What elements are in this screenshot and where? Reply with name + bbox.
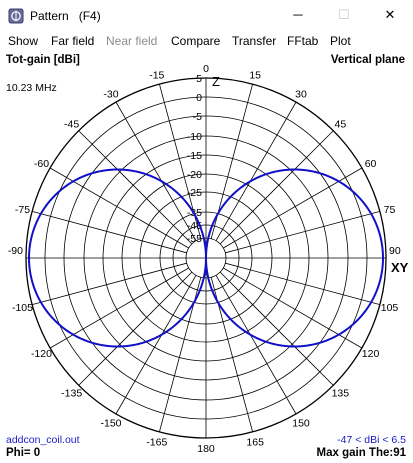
angle-label: -105 [12,302,33,314]
angle-label: -15 [149,69,164,81]
menu-far-field[interactable]: Far field [51,34,95,48]
menu-compare[interactable]: Compare [171,34,221,48]
close-button[interactable]: ✕ [384,7,396,22]
pattern-lobe-left [27,168,207,348]
menu-plot[interactable]: Plot [330,34,351,48]
angle-label: 120 [362,348,380,360]
angle-label: 60 [365,158,377,170]
angle-label: 180 [197,443,215,455]
angle-label: -165 [146,437,167,449]
phi-label: Phi= 0 [6,447,41,459]
ring-label: -20 [187,169,202,181]
angle-label: -135 [61,387,82,399]
max-gain-label: Max gain The:91 [316,447,406,459]
angle-label: 135 [332,387,350,399]
grid-spoke [115,101,197,241]
menu-near-field[interactable]: Near field [106,34,158,48]
grid-spoke [223,167,363,249]
grid-spoke [225,262,380,305]
title-bar: Pattern (F4) ─ ☐ ✕ [0,0,413,32]
output-file-label: addcon_coil.out [6,434,80,446]
angle-label: -90 [8,245,23,257]
menu-show[interactable]: Show [8,34,39,48]
angle-label: 45 [335,119,347,131]
grid-spoke [32,262,187,305]
grid-spoke [215,101,297,241]
minimize-button[interactable]: ─ [293,7,303,22]
angle-label: 90 [389,245,401,257]
grid-spoke [115,275,197,415]
ring-label: -15 [187,150,202,162]
ring-label: -25 [187,187,202,199]
angle-label: -45 [64,119,79,131]
angle-label: 75 [384,204,396,216]
angle-label: 150 [292,418,310,430]
pattern-app-icon [8,8,24,24]
polar-pattern-chart: 50-5-10-15-20-25-35-45-55015304560751051… [8,63,409,455]
menu-bar: Show Far field Near field Compare Transf… [0,32,413,52]
grid-spoke [49,167,189,249]
z-axis-label: Z [212,74,220,89]
grid-spoke [225,211,380,254]
frequency-label: 10.23 MHz [6,82,57,94]
gain-unit-label: Tot-gain [dBi] [6,54,80,66]
angle-label: -120 [31,348,52,360]
grid-spoke [215,275,297,415]
ring-label: -55 [187,233,202,245]
grid-spoke [32,211,187,254]
angle-label: -30 [103,88,118,100]
xy-axis-label: XY [391,260,409,275]
ring-label: 0 [196,92,202,104]
ring-label: -10 [187,131,202,143]
grid-spoke [219,271,334,386]
gain-range-label: -47 < dBi < 6.5 [337,434,406,446]
angle-label: 105 [381,302,399,314]
grid-spoke [78,130,193,245]
angle-label: -75 [15,204,30,216]
menu-fftab[interactable]: FFtab [287,34,319,48]
angle-label: 0 [203,63,209,75]
angle-label: 15 [249,69,261,81]
plane-label: Vertical plane [330,54,405,66]
angle-label: -150 [100,418,121,430]
angle-label: 165 [246,437,264,449]
grid-spoke [78,271,193,386]
grid-spoke [223,267,363,349]
pattern-lobe-right [205,168,385,348]
grid-spoke [49,267,189,349]
ring-label: -5 [193,111,202,123]
menu-transfer[interactable]: Transfer [232,34,277,48]
grid-spoke [219,130,334,245]
window-title: Pattern (F4) [30,9,101,23]
pattern-plot-area[interactable]: 5 0 -5 -10 -15 -20 -25 -35 -45 -55 0 15 30 45 60 75 105 1… [0,52,413,463]
maximize-button[interactable]: ☐ [338,7,350,22]
angle-label: 30 [295,88,307,100]
ring-label: 5 [196,73,202,85]
angle-label: -60 [34,158,49,170]
